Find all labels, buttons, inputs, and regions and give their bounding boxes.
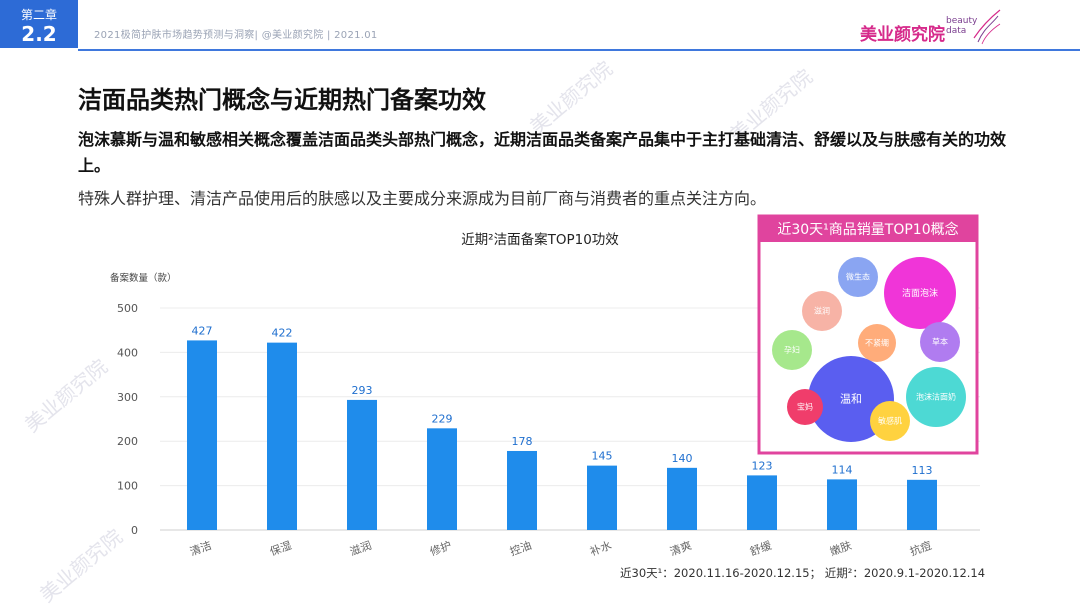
x-tick-label: 修护 — [428, 538, 453, 559]
page-title: 洁面品类热门概念与近期热门备案功效 — [78, 86, 486, 114]
bar — [347, 399, 377, 530]
x-tick-label: 清爽 — [668, 539, 693, 559]
bar — [907, 479, 937, 530]
bubble-label: 草本 — [932, 337, 948, 347]
y-tick-label: 200 — [117, 435, 138, 448]
bar — [587, 465, 617, 530]
footnote: 近30天¹：2020.11.16-2020.12.15； 近期²：2020.9.… — [620, 566, 986, 580]
y-tick-label: 500 — [117, 302, 138, 315]
bubble-label: 宝妈 — [797, 402, 813, 412]
x-tick-label: 舒缓 — [748, 538, 773, 559]
header-subtitle: 2021极简护肤市场趋势预测与洞察| @美业颜究院 | 2021.01 — [94, 30, 378, 41]
brand-name-en-1: beauty — [946, 16, 978, 26]
data-label: 113 — [912, 464, 933, 477]
x-tick-label: 滋润 — [348, 538, 373, 559]
brand-name-en: beauty data — [946, 16, 977, 36]
summary-text: 特殊人群护理、清洁产品使用后的肤感以及主要成分来源成为目前厂商与消费者的重点关注… — [78, 189, 767, 208]
summary-bold-text: 泡沫慕斯与温和敏感相关概念覆盖洁面品类头部热门概念，近期洁面品类备案产品集中于主… — [78, 130, 1007, 175]
y-tick-label: 400 — [117, 346, 138, 359]
x-tick-label: 嫩肤 — [828, 538, 853, 559]
bar — [827, 479, 857, 530]
bar — [187, 340, 217, 530]
bubble — [838, 257, 878, 297]
x-tick-label: 保湿 — [268, 538, 293, 559]
brand-name-en-2: data — [946, 26, 967, 36]
y-axis-label: 备案数量（款） — [110, 272, 177, 284]
bubble — [858, 324, 896, 362]
data-label: 123 — [752, 459, 773, 472]
bubble — [884, 257, 956, 329]
bubble — [920, 322, 960, 362]
data-label: 140 — [672, 452, 693, 465]
bubble-label: 泡沫洁面奶 — [916, 392, 956, 402]
bubble — [870, 401, 910, 441]
bubble-label: 滋润 — [814, 306, 830, 316]
chapter-label: 第二章 — [20, 8, 57, 22]
chapter-badge: 第二章 2.2 — [0, 0, 78, 48]
data-label: 145 — [592, 450, 613, 463]
data-label: 422 — [272, 327, 293, 340]
bubble-label: 孕妇 — [784, 345, 800, 355]
bubble — [787, 389, 823, 425]
bar — [747, 475, 777, 530]
bubble-label: 微生态 — [846, 272, 870, 282]
bubble-label: 温和 — [840, 393, 862, 406]
brand-name-cn: 美业颜究院 — [860, 25, 945, 45]
data-label: 293 — [352, 384, 373, 397]
bubble — [772, 330, 812, 370]
bubble — [906, 367, 966, 427]
bubble-label: 不紧绷 — [865, 338, 889, 348]
y-tick-label: 100 — [117, 480, 138, 493]
chapter-number: 2.2 — [21, 22, 57, 46]
brand-flourish-icon — [973, 9, 1001, 45]
data-label: 114 — [832, 463, 853, 476]
bubble-panel-title: 近30天¹商品销量TOP10概念 — [777, 221, 958, 238]
chart-title: 近期²洁面备案TOP10功效 — [461, 231, 619, 248]
x-tick-label: 补水 — [588, 539, 613, 559]
bar — [267, 342, 297, 530]
bubble-panel-header — [759, 216, 977, 242]
bar — [427, 428, 457, 530]
x-tick-label: 清洁 — [188, 539, 213, 559]
data-label: 427 — [192, 324, 213, 337]
data-label: 178 — [512, 435, 533, 448]
bubble-label: 敏感肌 — [878, 416, 902, 426]
bar — [507, 450, 537, 530]
bubble — [802, 291, 842, 331]
x-tick-label: 抗痘 — [908, 538, 933, 559]
bar — [667, 467, 697, 530]
data-label: 229 — [432, 412, 453, 425]
y-tick-label: 0 — [131, 524, 138, 537]
bubble-label: 洁面泡沫 — [902, 287, 938, 299]
x-tick-label: 控油 — [508, 538, 533, 559]
y-tick-label: 300 — [117, 391, 138, 404]
header-divider — [78, 49, 1080, 51]
